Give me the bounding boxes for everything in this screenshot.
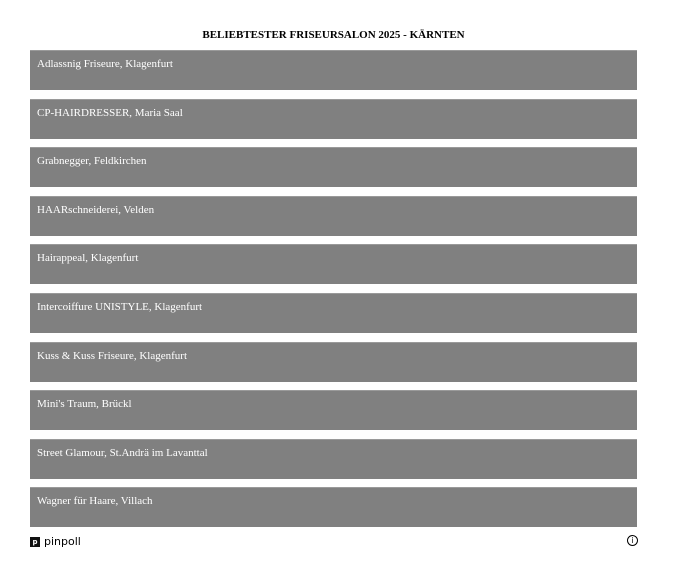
poll-options: Adlassnig Friseure, Klagenfurt CP-HAIRDR… xyxy=(30,50,637,536)
poll-option[interactable]: Street Glamour, St.Andrä im Lavanttal xyxy=(30,438,637,479)
option-label: Grabnegger, Feldkirchen xyxy=(37,155,147,168)
option-label: Mini's Traum, Brückl xyxy=(37,398,132,411)
option-label: Intercoiffure UNISTYLE, Klagenfurt xyxy=(37,300,203,313)
option-label: Kuss & Kuss Friseure, Klagenfurt xyxy=(37,349,188,362)
poll-option[interactable]: Mini's Traum, Brückl xyxy=(30,390,637,431)
poll-option[interactable]: HAARschneiderei, Velden xyxy=(30,195,637,236)
poll-option[interactable]: Grabnegger, Feldkirchen xyxy=(30,147,637,188)
pinpoll-logo-icon: p xyxy=(30,536,40,547)
option-label: Wagner für Haare, Villach xyxy=(37,495,153,508)
poll-option[interactable]: Intercoiffure UNISTYLE, Klagenfurt xyxy=(30,292,637,333)
option-label: HAARschneiderei, Velden xyxy=(37,203,155,216)
option-label: CP-HAIRDRESSER, Maria Saal xyxy=(37,106,183,119)
option-label: Adlassnig Friseure, Klagenfurt xyxy=(37,58,173,70)
info-icon[interactable]: i xyxy=(627,535,638,546)
poll-option[interactable]: Wagner für Haare, Villach xyxy=(30,487,637,528)
poll-title: BELIEBTESTER FRISEURSALON 2025 - KÄRNTEN xyxy=(202,29,465,41)
poll-option[interactable]: CP-HAIRDRESSER, Maria Saal xyxy=(30,98,637,139)
option-label: Street Glamour, St.Andrä im Lavanttal xyxy=(37,446,208,459)
poll-option[interactable]: Kuss & Kuss Friseure, Klagenfurt xyxy=(30,341,637,382)
poll-option[interactable]: Hairappeal, Klagenfurt xyxy=(30,244,637,285)
pinpoll-logo[interactable]: p pinpoll xyxy=(30,535,81,548)
poll-option[interactable]: Adlassnig Friseure, Klagenfurt xyxy=(30,50,637,90)
option-label: Hairappeal, Klagenfurt xyxy=(37,252,139,265)
brand-name: pinpoll xyxy=(44,535,81,548)
